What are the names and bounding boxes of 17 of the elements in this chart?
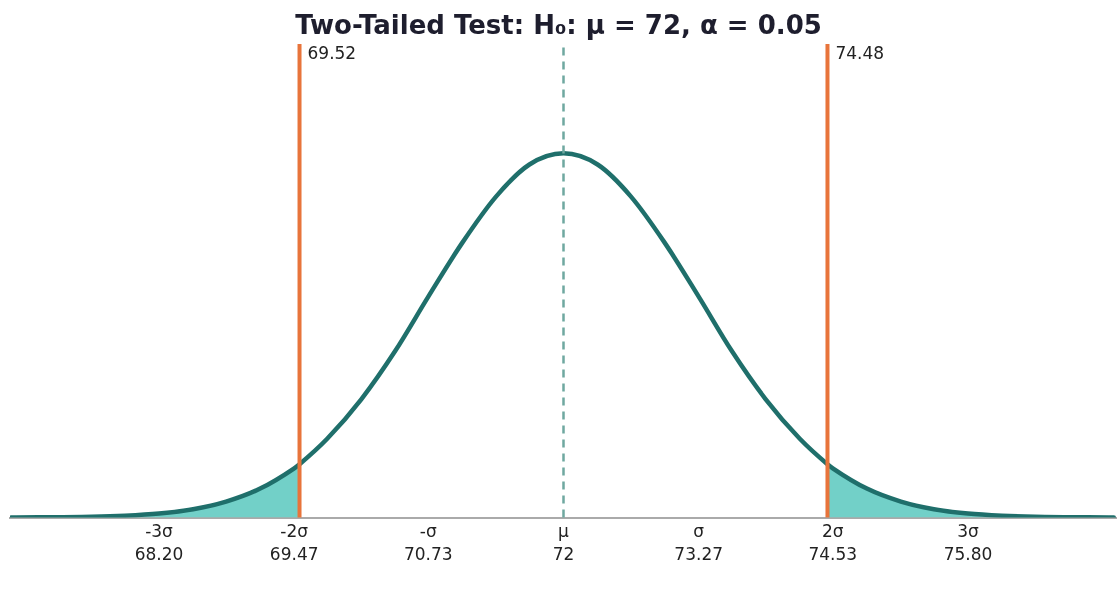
chart-title: Two-Tailed Test: H₀: μ = 72, α = 0.05 — [294, 9, 823, 42]
x-tick-label: 70.73 — [403, 544, 453, 565]
x-tick-label: 68.20 — [134, 544, 184, 565]
x-tick-label: 74.53 — [808, 544, 858, 565]
x-tick-label: 72 — [552, 544, 575, 565]
text: -2σ — [280, 520, 309, 541]
text: σ — [693, 520, 705, 541]
x-tick-label: 75.80 — [943, 544, 993, 565]
x-tick-label: 69.47 — [269, 544, 319, 565]
text: 3σ — [957, 520, 979, 541]
x-tick-label: 73.27 — [674, 544, 724, 565]
text: -σ — [419, 520, 437, 541]
ref-line-label: 74.48 — [835, 42, 885, 63]
text: μ — [558, 520, 570, 541]
text: 2σ — [822, 520, 844, 541]
text: -3σ — [145, 520, 174, 541]
ref-line-label: 69.52 — [307, 42, 357, 63]
